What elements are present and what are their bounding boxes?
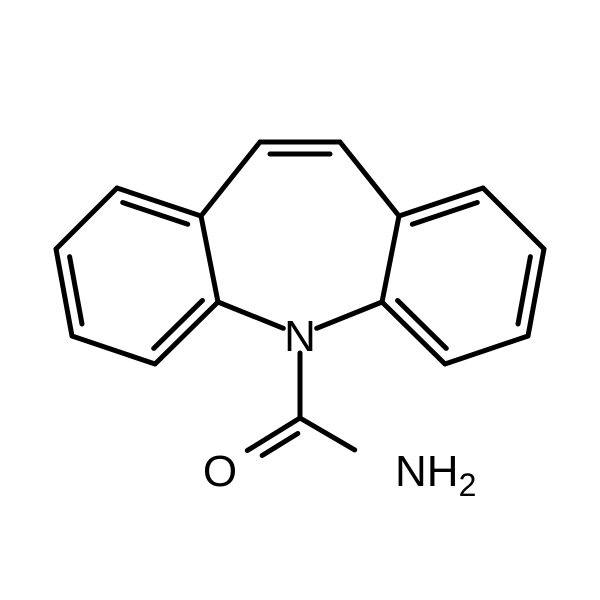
atom-label: N	[284, 312, 316, 361]
chemical-structure-diagram: N O NH2	[0, 0, 600, 600]
atom-label: O	[203, 447, 237, 496]
atom-label: NH2	[395, 447, 476, 503]
